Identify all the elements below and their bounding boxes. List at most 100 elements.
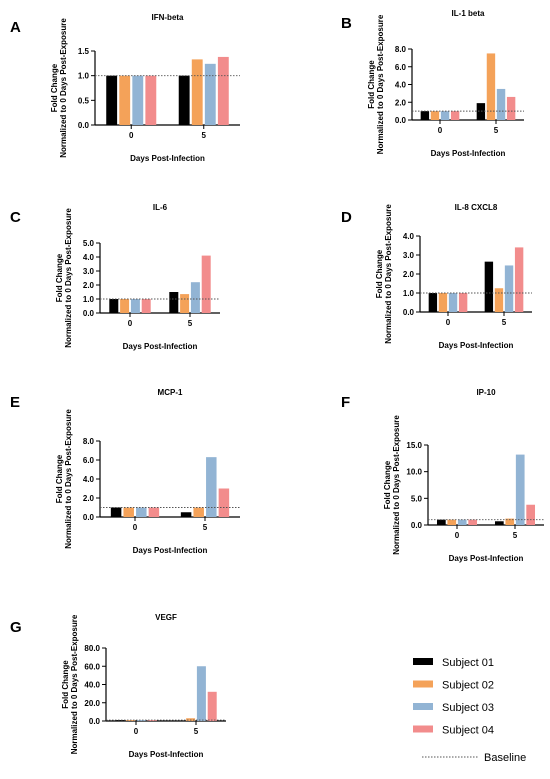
y-tick-label: 2.0 (83, 281, 95, 290)
y-tick-label: 5.0 (411, 494, 423, 503)
y-axis-label-line2: Normalized to 0 Days Post-Exposure (64, 208, 73, 348)
legend-swatch-3 (413, 703, 433, 710)
y-axis-label-line1: Fold Change (50, 63, 59, 112)
bar-c-day0-s2 (120, 299, 130, 313)
bar-d-day5-s2 (494, 288, 504, 312)
y-axis-label-line2: Normalized to 0 Days Post-Exposure (70, 614, 79, 754)
chart-title: MCP-1 (158, 388, 183, 397)
y-tick-label: 0.0 (83, 309, 95, 318)
x-axis-label: Days Post-Infection (123, 342, 198, 351)
bar-f-day5-s4 (526, 504, 536, 525)
chart-title: IP-10 (476, 388, 496, 397)
y-axis-label-line1: Fold Change (61, 660, 70, 709)
bar-b-day0-s2 (430, 111, 440, 120)
y-tick-label: 4.0 (83, 475, 95, 484)
bar-c-day0-s1 (109, 299, 119, 313)
x-tick-label: 0 (438, 126, 443, 135)
y-tick-label: 8.0 (83, 437, 95, 446)
x-tick-label: 5 (202, 131, 207, 140)
chart-title: VEGF (155, 613, 177, 622)
legend-baseline-label: Baseline (484, 752, 526, 764)
x-axis-label: Days Post-Infection (129, 750, 204, 759)
bar-f-day5-s1 (494, 521, 504, 525)
panel-letter: A (10, 19, 21, 36)
bar-g-day0-s2 (126, 720, 136, 721)
legend-label-1: Subject 01 (442, 657, 494, 669)
bar-d-day5-s4 (514, 247, 524, 312)
y-axis-label-line2: Normalized to 0 Days Post-Exposure (64, 409, 73, 549)
y-tick-label: 15.0 (406, 441, 422, 450)
x-tick-label: 0 (134, 727, 139, 736)
x-tick-label: 0 (446, 318, 451, 327)
bar-b-day5-s4 (506, 96, 516, 120)
panel-letter: B (341, 15, 352, 32)
bar-e-day0-s1 (110, 507, 122, 517)
y-axis-label-line1: Fold Change (55, 454, 64, 503)
y-tick-label: 4.0 (395, 81, 407, 90)
x-tick-label: 5 (513, 531, 518, 540)
y-tick-label: 1.0 (78, 72, 90, 81)
bar-d-day5-s3 (504, 265, 514, 312)
panel-letter: E (10, 394, 20, 411)
bar-g-day5-s4 (207, 691, 217, 721)
y-tick-label: 2.0 (403, 270, 415, 279)
bar-b-day0-s4 (450, 111, 460, 120)
y-tick-label: 5.0 (83, 239, 95, 248)
bar-e-day5-s2 (193, 507, 204, 517)
y-tick-label: 0.0 (403, 308, 415, 317)
y-axis-label-line1: Fold Change (55, 253, 64, 302)
panel-letter: D (341, 209, 352, 226)
y-tick-label: 6.0 (395, 63, 407, 72)
bar-a-day5-s2 (191, 59, 203, 125)
x-axis-label: Days Post-Infection (431, 149, 506, 158)
bar-g-day5-s2 (186, 718, 196, 721)
bar-e-day5-s1 (180, 512, 192, 517)
bar-a-day0-s3 (132, 75, 144, 125)
y-tick-label: 0.0 (78, 121, 90, 130)
bar-b-day5-s3 (496, 88, 506, 120)
panel-c: C IL-6 0.0 1.0 2.0 3.0 4.0 5.0 0 5 Days Post-Infec… (10, 203, 220, 351)
y-tick-label: 3.0 (83, 267, 95, 276)
bar-g-day0-s3 (136, 720, 146, 721)
x-axis-label: Days Post-Infection (130, 154, 205, 163)
bar-e-day0-s2 (123, 507, 134, 517)
bar-e-day0-s4 (148, 507, 160, 517)
bar-c-day5-s4 (201, 255, 211, 313)
y-axis-label-line1: Fold Change (375, 249, 384, 298)
bar-f-day5-s2 (505, 518, 515, 525)
bar-c-day5-s1 (169, 292, 179, 313)
bar-a-day5-s1 (178, 75, 190, 125)
y-tick-label: 0.0 (411, 521, 423, 530)
y-tick-label: 2.0 (83, 494, 95, 503)
y-tick-label: 40.0 (84, 681, 100, 690)
bar-b-day0-s3 (440, 111, 450, 120)
bar-f-day0-s4 (468, 519, 478, 525)
x-tick-label: 5 (494, 126, 499, 135)
bar-d-day0-s2 (438, 293, 448, 312)
y-tick-label: 4.0 (83, 253, 95, 262)
x-tick-label: 5 (188, 319, 193, 328)
bar-a-day5-s4 (217, 56, 229, 125)
y-tick-label: 4.0 (403, 232, 415, 241)
panel-b: B IL-1 beta 0.0 2.0 4.0 6.0 8.0 0 5 Days Post-Inf… (341, 9, 524, 158)
legend-label-3: Subject 03 (442, 702, 494, 714)
y-axis-label-line2: Normalized to 0 Days Post-Exposure (59, 18, 68, 158)
bar-a-day0-s1 (106, 75, 118, 125)
y-tick-label: 80.0 (84, 644, 100, 653)
y-tick-label: 10.0 (406, 468, 422, 477)
bar-f-day0-s1 (436, 519, 446, 525)
x-axis-label: Days Post-Infection (449, 554, 524, 563)
panel-a: A IFN-beta 0.0 0.5 1.0 1.5 0 5 Days Post-Infecti… (10, 13, 240, 163)
x-tick-label: 5 (502, 318, 507, 327)
panel-d: D IL-8 CXCL8 0.0 1.0 2.0 3.0 4.0 0 5 Days Post-In… (341, 203, 532, 350)
x-tick-label: 5 (194, 727, 199, 736)
y-tick-label: 1.0 (83, 295, 95, 304)
bar-e-day0-s3 (136, 507, 147, 517)
bar-g-day0-s4 (147, 720, 157, 721)
legend-swatch-2 (413, 680, 433, 688)
y-tick-label: 0.0 (83, 513, 95, 522)
bar-e-day5-s4 (218, 488, 230, 517)
chart-title: IL-8 CXCL8 (455, 203, 498, 212)
bar-e-day5-s3 (206, 457, 217, 517)
